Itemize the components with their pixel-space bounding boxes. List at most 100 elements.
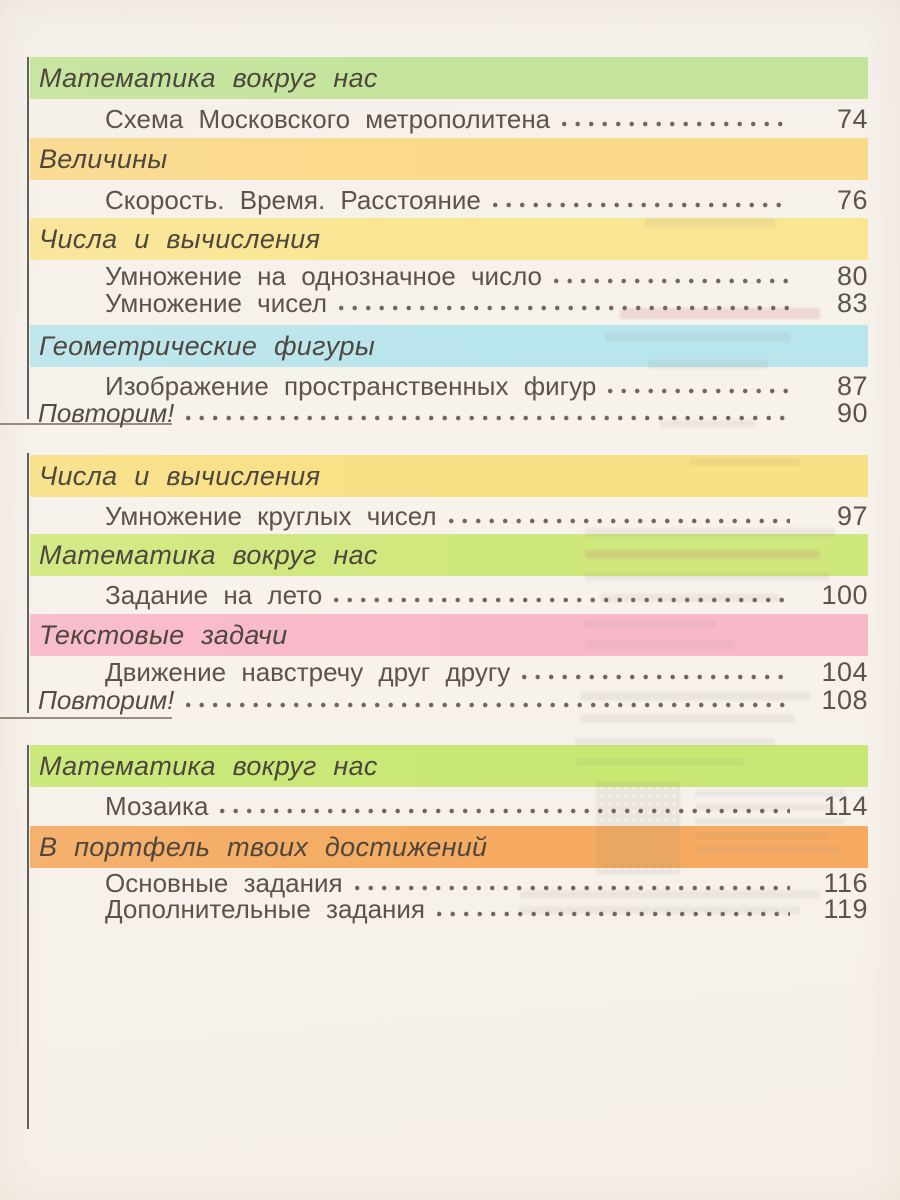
toc-entry-page-number: 104 [821, 656, 868, 687]
toc-entry: Дополнительные задания 119 [30, 893, 868, 924]
toc-entry: Скорость. Время. Расстояние 76 [30, 182, 868, 214]
qr-code-show-through [596, 782, 680, 874]
show-through-artifact [695, 818, 845, 825]
dot-leader [339, 305, 790, 311]
section-header-bar: Геометрические фигуры [30, 325, 868, 367]
section-header-bar: Текстовые задачи [30, 614, 868, 656]
toc-entry: Умножение на однозначное число 80 [30, 260, 868, 291]
dot-leader [522, 674, 790, 680]
dot-leader [334, 597, 790, 603]
toc-entry-page-number: 83 [836, 287, 868, 318]
section-header-label: Геометрические фигуры [39, 330, 376, 361]
show-through-artifact [600, 594, 780, 602]
toc-entry-title: Повторим! [38, 397, 175, 428]
show-through-artifact [695, 846, 840, 853]
povtorim-underline [0, 717, 172, 719]
show-through-artifact [585, 620, 715, 628]
toc-entry-title: Основные задания [105, 867, 343, 898]
show-through-artifact [585, 572, 830, 581]
show-through-artifact [620, 308, 820, 319]
section-header-bar: Числа и вычисления [30, 218, 868, 260]
section-header-bar: Величины [30, 138, 868, 180]
toc-entry-page-number: 116 [823, 867, 868, 898]
toc-entry-page-number: 114 [823, 790, 868, 821]
toc-entry: Движение навстречу друг другу 104 [30, 656, 868, 687]
show-through-artifact [660, 420, 755, 428]
show-through-artifact [575, 758, 745, 766]
toc-group: Числа и вычисления Умножение круглых чис… [30, 455, 868, 714]
dot-leader [608, 388, 790, 394]
toc-entry-title: Задание на лето [105, 579, 323, 610]
toc-entry-page-number: 74 [836, 103, 868, 134]
dot-leader [554, 278, 790, 284]
dot-leader [186, 702, 790, 708]
toc-entry: Схема Московского метрополитена 74 [30, 101, 868, 133]
toc-entry-title: Дополнительные задания [105, 893, 426, 924]
dot-leader [448, 518, 790, 524]
dot-leader [492, 202, 790, 208]
show-through-artifact [695, 790, 845, 797]
toc-entry-page-number: 119 [823, 893, 868, 924]
toc-entry: Задание на лето 100 [30, 579, 868, 609]
toc-entry: Изображение пространственных фигур 87 [30, 370, 868, 400]
margin-rule [27, 745, 29, 1129]
toc-entry-title: Изображение пространственных фигур [105, 370, 597, 401]
section-header-label: Математика вокруг нас [39, 62, 378, 93]
toc-entry-title: Умножение на однозначное число [105, 260, 543, 291]
toc-entry-title: Умножение чисел [105, 287, 328, 318]
section-header-bar: Числа и вычисления [30, 455, 868, 497]
show-through-artifact [520, 906, 800, 914]
section-header-label: В портфель твоих достижений [39, 831, 488, 862]
dot-leader [562, 121, 790, 127]
toc-entry-title: Мозаика [105, 790, 209, 821]
toc-entry-povtorim: Повторим! 108 [30, 684, 868, 715]
show-through-artifact [605, 332, 790, 342]
toc-entry: Умножение круглых чисел 97 [30, 500, 868, 530]
show-through-artifact [585, 641, 735, 649]
margin-rule [27, 453, 29, 713]
toc-entry-page-number: 100 [821, 579, 868, 610]
show-through-artifact [695, 832, 830, 839]
section-header-bar: Математика вокруг нас [30, 534, 868, 576]
toc-entry-page-number: 80 [836, 260, 868, 291]
dot-leader [220, 808, 790, 814]
margin-rule [27, 57, 29, 419]
show-through-artifact [580, 692, 810, 701]
toc-group: Математика вокруг нас Схема Московского … [30, 57, 868, 427]
toc-entry: Умножение чисел 83 [30, 287, 868, 318]
section-header-bar: Математика вокруг нас [30, 745, 868, 787]
toc-entry-title: Скорость. Время. Расстояние [105, 184, 481, 215]
show-through-artifact [695, 804, 835, 811]
section-header-label: Математика вокруг нас [39, 539, 378, 570]
dot-leader [354, 885, 790, 891]
toc-entry: Основные задания 116 [30, 867, 868, 898]
dot-leader [437, 911, 790, 917]
show-through-artifact [520, 890, 820, 898]
toc-entry-page-number: 90 [836, 397, 868, 428]
povtorim-underline [0, 423, 172, 425]
section-header-bar: В портфель твоих достижений [30, 826, 868, 868]
toc-entry-title: Повторим! [38, 684, 175, 715]
toc-entry: Мозаика 114 [30, 790, 868, 820]
show-through-artifact [690, 458, 800, 466]
show-through-artifact [585, 528, 835, 537]
toc-group: Математика вокруг нас Мозаика 114 В порт… [30, 745, 868, 923]
toc-entry-page-number: 76 [836, 184, 868, 215]
toc-entry-title: Схема Московского метрополитена [105, 103, 551, 134]
show-through-artifact [580, 714, 795, 723]
section-header-bar: Математика вокруг нас [30, 57, 868, 99]
section-header-label: Математика вокруг нас [39, 750, 378, 781]
toc-entry-page-number: 87 [836, 370, 868, 401]
show-through-artifact [585, 550, 820, 559]
section-header-label: Числа и вычисления [39, 460, 321, 491]
show-through-artifact [645, 218, 775, 227]
toc-entry-page-number: 97 [836, 500, 868, 531]
toc-entry-povtorim: Повторим! 90 [30, 397, 868, 428]
toc-entry-page-number: 108 [821, 684, 868, 715]
show-through-artifact [575, 738, 775, 746]
toc-entry-title: Умножение круглых чисел [105, 500, 437, 531]
section-header-label: Величины [39, 143, 168, 174]
toc-entry-title: Движение навстречу друг другу [105, 656, 511, 687]
section-header-label: Числа и вычисления [39, 223, 321, 254]
